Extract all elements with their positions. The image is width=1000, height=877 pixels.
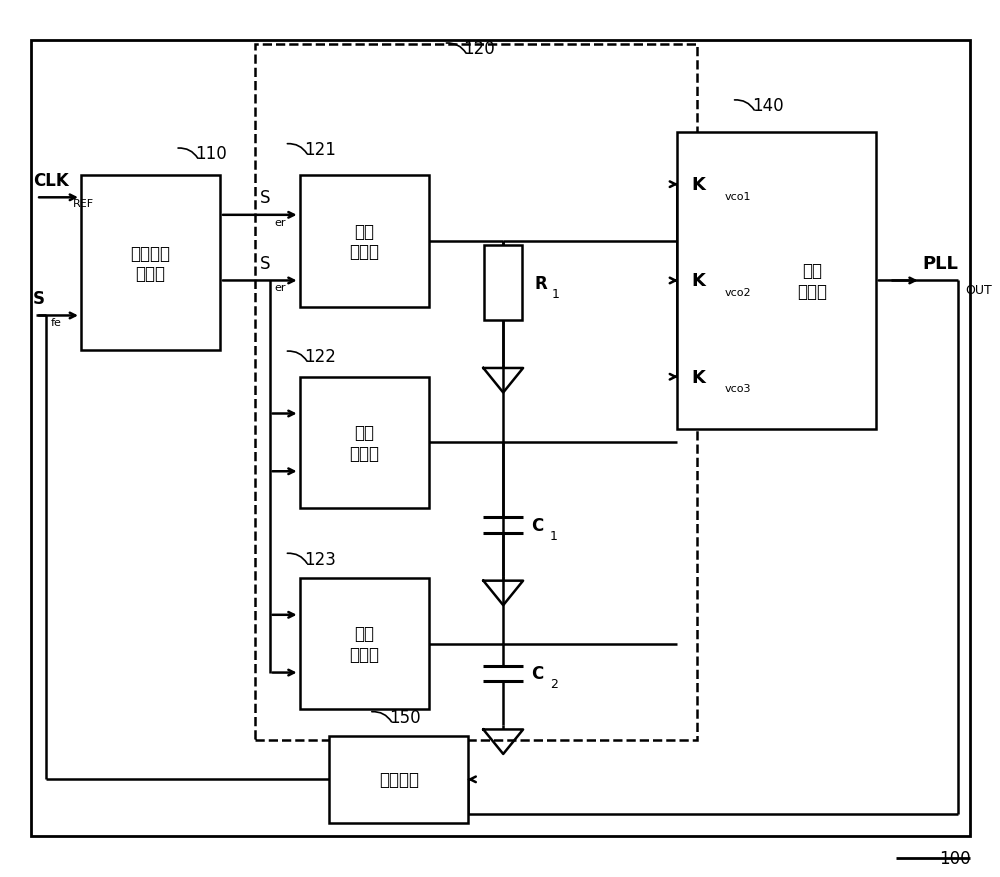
Text: 1: 1 bbox=[550, 529, 558, 542]
Text: er: er bbox=[275, 283, 286, 293]
Text: 150: 150 bbox=[389, 708, 421, 726]
Text: vco3: vco3 bbox=[725, 383, 751, 394]
Text: S: S bbox=[260, 189, 270, 207]
Text: 第二
电荷泵: 第二 电荷泵 bbox=[349, 424, 379, 462]
Text: 120: 120 bbox=[463, 40, 495, 58]
Bar bbox=[677, 132, 876, 430]
Bar bbox=[329, 736, 468, 824]
Text: 2: 2 bbox=[550, 678, 558, 691]
Bar bbox=[300, 578, 429, 709]
Text: 压控
振荡器: 压控 振荡器 bbox=[797, 261, 827, 301]
Bar bbox=[300, 377, 429, 509]
Text: 100: 100 bbox=[939, 850, 970, 867]
Bar bbox=[300, 176, 429, 307]
Text: S: S bbox=[33, 289, 45, 307]
Text: C: C bbox=[531, 516, 543, 534]
Text: vco1: vco1 bbox=[725, 191, 751, 202]
Bar bbox=[81, 176, 220, 351]
Text: CLK: CLK bbox=[33, 171, 69, 189]
Text: K: K bbox=[691, 272, 705, 290]
Text: 第一
电荷泵: 第一 电荷泵 bbox=[349, 223, 379, 261]
Text: fe: fe bbox=[51, 317, 62, 328]
Text: 121: 121 bbox=[304, 141, 336, 159]
Text: OUT: OUT bbox=[965, 284, 992, 296]
Text: 1: 1 bbox=[552, 288, 560, 300]
Text: 第三
电荷泵: 第三 电荷泵 bbox=[349, 624, 379, 663]
Text: 110: 110 bbox=[195, 145, 227, 163]
Bar bbox=[255, 45, 697, 740]
Text: 反馈回路: 反馈回路 bbox=[379, 771, 419, 788]
Text: 122: 122 bbox=[304, 348, 336, 366]
Text: 123: 123 bbox=[304, 550, 336, 568]
Text: K: K bbox=[691, 368, 705, 386]
Text: vco2: vco2 bbox=[725, 288, 751, 297]
Text: PLL: PLL bbox=[923, 254, 958, 273]
Text: C: C bbox=[531, 665, 543, 682]
Text: 140: 140 bbox=[752, 97, 783, 115]
Text: 相位频率
侦测器: 相位频率 侦测器 bbox=[130, 245, 170, 283]
Text: R: R bbox=[534, 275, 547, 292]
Text: K: K bbox=[691, 176, 705, 194]
Text: S: S bbox=[260, 254, 270, 273]
Bar bbox=[484, 246, 522, 320]
Text: REF: REF bbox=[73, 199, 94, 209]
Text: er: er bbox=[275, 217, 286, 227]
